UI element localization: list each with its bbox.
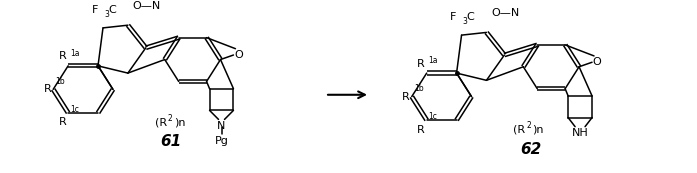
Text: 61: 61 bbox=[160, 134, 181, 149]
Text: R: R bbox=[417, 125, 424, 135]
Text: 62: 62 bbox=[521, 142, 542, 157]
Text: 1a: 1a bbox=[70, 49, 79, 58]
Text: 1b: 1b bbox=[414, 84, 423, 93]
Text: O—N: O—N bbox=[133, 1, 161, 11]
Text: 1b: 1b bbox=[55, 77, 65, 86]
Text: (R: (R bbox=[513, 124, 526, 134]
Text: C: C bbox=[108, 5, 116, 15]
Text: C: C bbox=[466, 12, 474, 22]
Text: F: F bbox=[91, 5, 98, 15]
Text: O—N: O—N bbox=[491, 8, 520, 18]
Text: 2: 2 bbox=[168, 114, 172, 123]
Text: 2: 2 bbox=[526, 121, 531, 130]
Text: 3: 3 bbox=[463, 17, 468, 26]
Text: O: O bbox=[592, 57, 602, 67]
Text: 1c: 1c bbox=[429, 112, 438, 121]
Text: R: R bbox=[59, 117, 66, 127]
Text: R: R bbox=[59, 51, 66, 61]
Text: )n: )n bbox=[533, 124, 544, 134]
Text: F: F bbox=[450, 12, 457, 22]
Text: NH: NH bbox=[572, 129, 588, 138]
Text: (R: (R bbox=[155, 117, 167, 127]
Text: Pg: Pg bbox=[215, 136, 229, 146]
Text: N: N bbox=[217, 121, 226, 131]
Text: 1c: 1c bbox=[70, 105, 79, 114]
Text: R: R bbox=[402, 92, 410, 102]
Text: R: R bbox=[43, 84, 51, 94]
Text: O: O bbox=[234, 50, 243, 60]
Text: 1a: 1a bbox=[429, 56, 438, 65]
Text: )n: )n bbox=[174, 117, 185, 127]
Text: 3: 3 bbox=[104, 10, 109, 19]
Text: R: R bbox=[417, 59, 424, 69]
